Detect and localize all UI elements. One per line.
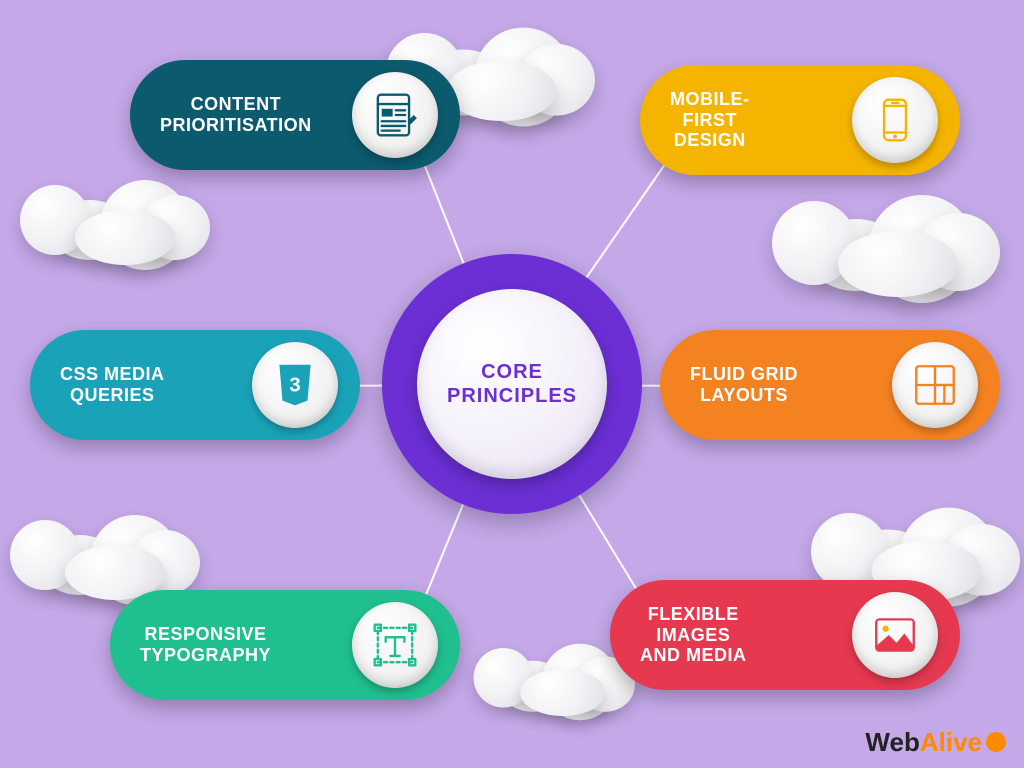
grid-icon xyxy=(892,342,978,428)
principle-typo: RESPONSIVE TYPOGRAPHY xyxy=(110,590,460,700)
hub-label: CORE PRINCIPLES xyxy=(417,360,607,408)
logo-part2: Alive xyxy=(920,727,982,758)
svg-text:3: 3 xyxy=(289,374,300,396)
principle-content: CONTENT PRIORITISATION xyxy=(130,60,460,170)
principle-label: CONTENT PRIORITISATION xyxy=(160,94,312,135)
logo-part1: Web xyxy=(865,727,919,758)
css-icon: 3 xyxy=(252,342,338,428)
principle-css: CSS MEDIA QUERIES 3 xyxy=(30,330,360,440)
principle-label: FLEXIBLE IMAGES AND MEDIA xyxy=(640,604,747,666)
principle-images: FLEXIBLE IMAGES AND MEDIA xyxy=(610,580,960,690)
type-icon xyxy=(352,602,438,688)
principle-label: RESPONSIVE TYPOGRAPHY xyxy=(140,624,271,665)
document-icon xyxy=(352,72,438,158)
infographic-canvas: CORE PRINCIPLES WebAlive CONTENT PRIORIT… xyxy=(0,0,1024,768)
brand-logo: WebAlive xyxy=(865,727,1006,758)
image-icon xyxy=(852,592,938,678)
hub-core: CORE PRINCIPLES xyxy=(417,289,607,479)
cloud-decoration xyxy=(10,485,190,595)
logo-dot-icon xyxy=(986,732,1006,752)
cloud-decoration xyxy=(811,475,1009,596)
principle-label: MOBILE- FIRST DESIGN xyxy=(670,89,750,151)
principle-label: FLUID GRID LAYOUTS xyxy=(690,364,798,405)
phone-icon xyxy=(852,77,938,163)
principle-grid: FLUID GRID LAYOUTS xyxy=(660,330,1000,440)
principle-mobile: MOBILE- FIRST DESIGN xyxy=(640,65,960,175)
cloud-decoration xyxy=(474,618,627,712)
cloud-decoration xyxy=(772,159,988,291)
principle-label: CSS MEDIA QUERIES xyxy=(60,364,165,405)
